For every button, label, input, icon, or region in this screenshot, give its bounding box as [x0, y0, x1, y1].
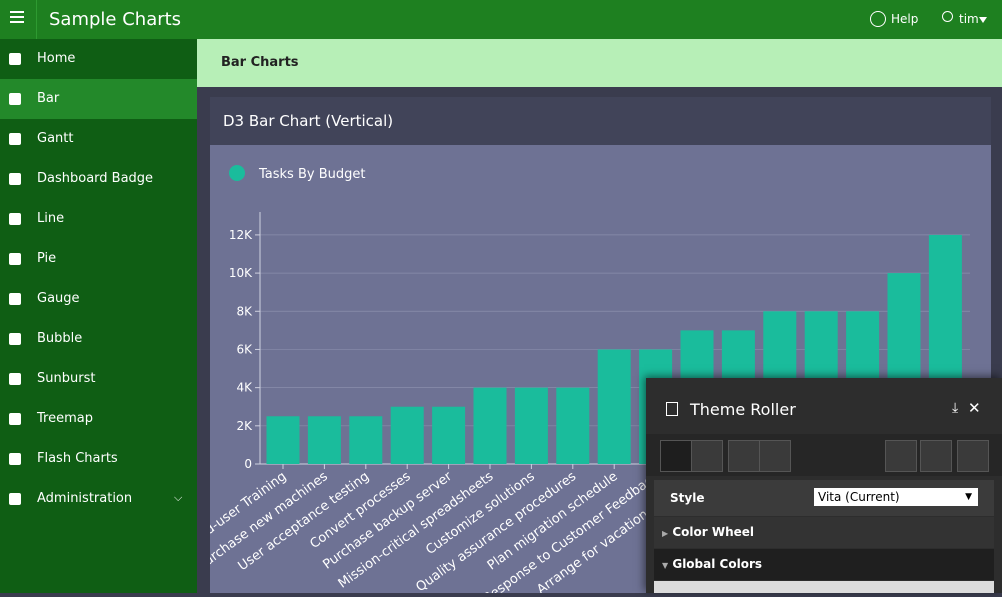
y-tick-label: 6K [236, 342, 253, 356]
search-button[interactable] [885, 440, 917, 472]
reset-button[interactable] [920, 440, 952, 472]
nav-icon [9, 413, 21, 425]
section-row[interactable]: ▶ Color Wheel [654, 517, 994, 548]
nav-item[interactable]: Pie [0, 239, 197, 279]
bar [391, 407, 424, 464]
nav-icon [9, 53, 21, 65]
theme-roller-title: Theme Roller [690, 400, 796, 419]
bar [515, 388, 548, 464]
menu-toggle[interactable] [10, 11, 24, 13]
y-tick-label: 12K [229, 228, 253, 242]
bar [308, 416, 341, 464]
bar [349, 416, 382, 464]
region-header: D3 Bar Chart (Vertical) [210, 97, 991, 145]
nav-label: Sunburst [37, 359, 95, 399]
bar [432, 407, 465, 464]
user-caret [979, 17, 987, 27]
nav-label: Home [37, 39, 75, 79]
header: Sample Charts Help tim [0, 0, 1002, 39]
nav-item[interactable]: Line [0, 199, 197, 239]
nav-label: Pie [37, 239, 56, 279]
style-row: Style Vita (Current)▼ [654, 480, 994, 516]
breadcrumb-bar: Bar Charts [197, 39, 1002, 87]
nav-icon [9, 453, 21, 465]
help-link[interactable]: Help [891, 12, 918, 26]
y-tick-label: 10K [229, 266, 253, 280]
nav-icon [9, 133, 21, 145]
nav-icon [9, 173, 21, 185]
nav-item[interactable]: Gauge [0, 279, 197, 319]
user-menu[interactable]: tim [959, 12, 979, 26]
simple-view-button[interactable] [660, 440, 692, 472]
nav-label: Gantt [37, 119, 73, 159]
nav-item[interactable]: Bubble [0, 319, 197, 359]
nav-icon [9, 213, 21, 225]
y-tick-label: 8K [236, 304, 253, 318]
nav-label: Bar [37, 79, 59, 119]
nav-icon [9, 253, 21, 265]
nav-label: Gauge [37, 279, 80, 319]
y-tick-label: 0 [244, 457, 252, 471]
expand-caret: ⌵ [174, 478, 182, 518]
help-button[interactable] [957, 440, 989, 472]
nav-icon [9, 93, 21, 105]
undo-button[interactable] [728, 440, 760, 472]
nav-icon [9, 333, 21, 345]
roller-icon [666, 402, 678, 416]
nav-label: Flash Charts [37, 439, 118, 479]
style-select[interactable]: Vita (Current)▼ [814, 488, 978, 506]
section-row[interactable]: ▼ Global Colors [654, 549, 994, 580]
nav-item[interactable]: Bar [0, 79, 197, 119]
nav-item[interactable]: Flash Charts [0, 439, 197, 479]
y-tick-label: 4K [236, 381, 253, 395]
section-title: Global Colors [672, 557, 762, 571]
nav-label: Administration [37, 479, 132, 519]
style-label: Style [670, 491, 704, 505]
nav-item[interactable]: Dashboard Badge [0, 159, 197, 199]
download-button[interactable]: ⤓ [952, 400, 958, 416]
region-title: D3 Bar Chart (Vertical) [223, 112, 393, 130]
bar [267, 416, 300, 464]
redo-button[interactable] [759, 440, 791, 472]
theme-roller: Theme Roller ⤓ ✕ Style Vita (Current)▼ ▶… [646, 378, 1002, 593]
section-title: Color Wheel [672, 525, 754, 539]
bar [474, 388, 507, 464]
close-button[interactable]: ✕ [968, 399, 981, 417]
nav-item[interactable]: Sunburst [0, 359, 197, 399]
nav-icon [9, 293, 21, 305]
nav-label: Dashboard Badge [37, 159, 153, 199]
style-value: Vita (Current) [818, 490, 900, 504]
breadcrumb: Bar Charts [221, 55, 299, 70]
app-title[interactable]: Sample Charts [49, 9, 181, 30]
bar [598, 349, 631, 464]
sidebar: HomeBarGanttDashboard BadgeLinePieGaugeB… [0, 39, 197, 593]
bar [556, 388, 589, 464]
nav-label: Bubble [37, 319, 82, 359]
nav-icon [9, 493, 21, 505]
help-icon [870, 11, 886, 27]
nav-item[interactable]: Gantt [0, 119, 197, 159]
nav-label: Treemap [37, 399, 93, 439]
nav-icon [9, 373, 21, 385]
legend-label: Tasks By Budget [258, 167, 365, 182]
legend-swatch [229, 165, 245, 181]
advanced-view-button[interactable] [691, 440, 723, 472]
y-tick-label: 2K [236, 419, 253, 433]
nav-item[interactable]: Administration ⌵ [0, 479, 197, 519]
nav-item[interactable]: Treemap [0, 399, 197, 439]
divider [36, 0, 37, 39]
user-icon [942, 11, 953, 22]
nav-item[interactable]: Home [0, 39, 197, 79]
nav-label: Line [37, 199, 64, 239]
color-row [654, 581, 994, 593]
